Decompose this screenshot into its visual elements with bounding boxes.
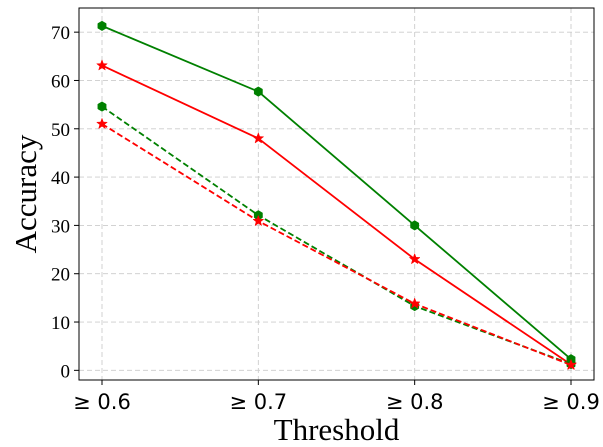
series-line bbox=[101, 123, 572, 366]
y-axis-title: Accuracy bbox=[8, 134, 43, 253]
series-3 bbox=[97, 101, 576, 370]
y-tick-label: 0 bbox=[61, 361, 71, 382]
data-point-star bbox=[408, 252, 421, 265]
series-group bbox=[95, 20, 578, 371]
data-point-hexagon bbox=[97, 101, 107, 112]
data-point-star bbox=[564, 358, 578, 371]
data-point-star bbox=[95, 59, 109, 71]
data-point-star bbox=[95, 117, 109, 130]
data-point-star bbox=[252, 132, 265, 144]
x-tick-label: ≥ 0.6 bbox=[73, 390, 131, 414]
data-point-hexagon bbox=[253, 86, 263, 97]
plot-frame bbox=[78, 7, 595, 381]
series-2 bbox=[95, 59, 578, 370]
y-tick-label: 50 bbox=[51, 120, 70, 141]
x-axis-title: Threshold bbox=[274, 412, 400, 442]
x-tick-label: ≥ 0.8 bbox=[386, 390, 444, 414]
data-point-hexagon bbox=[97, 20, 107, 31]
series-4 bbox=[95, 117, 578, 371]
y-tick-label: 40 bbox=[51, 168, 70, 189]
y-tick-label: 30 bbox=[51, 216, 70, 237]
y-tick-label: 70 bbox=[51, 23, 70, 44]
y-tick-label: 60 bbox=[51, 71, 70, 92]
x-tick-label: ≥ 0.9 bbox=[542, 390, 600, 414]
series-1 bbox=[97, 20, 576, 365]
data-point-star bbox=[252, 214, 265, 227]
data-point-hexagon bbox=[410, 220, 420, 231]
y-tick-label: 10 bbox=[51, 313, 70, 334]
data-point-star bbox=[408, 297, 421, 309]
axis-ticks: 0 10 20 30 40 50 60 70 ≥ 0.6 ≥ 0.7 ≥ 0.8 ≥ 0.9 bbox=[51, 23, 600, 414]
series-line bbox=[101, 105, 572, 365]
series-line bbox=[101, 25, 572, 360]
y-tick-label: 20 bbox=[51, 265, 70, 286]
x-tick-label: ≥ 0.7 bbox=[229, 390, 287, 414]
grid bbox=[79, 8, 594, 380]
series-line bbox=[101, 64, 572, 366]
